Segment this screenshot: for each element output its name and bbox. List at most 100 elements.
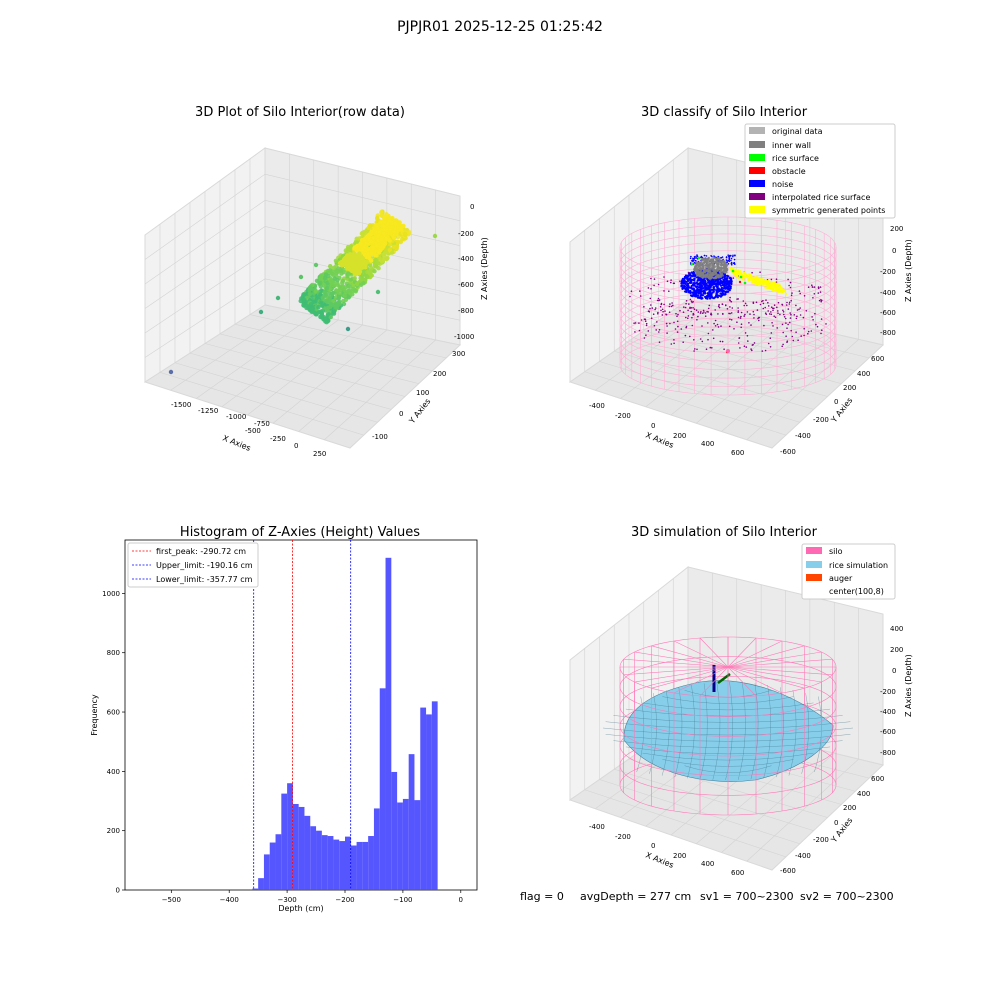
noise-point	[707, 286, 710, 289]
inner-wall-point	[710, 273, 713, 276]
interpolated-point	[773, 315, 775, 318]
interpolated-point	[812, 297, 814, 299]
inner-wall-point	[699, 268, 703, 272]
histogram-bar	[385, 557, 392, 890]
data-point	[381, 257, 386, 262]
inner-wall-point	[704, 266, 708, 269]
histogram-bar	[275, 834, 282, 890]
noise-point	[711, 279, 714, 282]
data-point	[328, 264, 333, 269]
noise-point	[703, 254, 706, 257]
noise-point	[715, 293, 718, 296]
noise-point	[699, 283, 702, 286]
interpolated-point	[751, 271, 753, 274]
noise-point	[729, 255, 731, 258]
interpolated-point	[670, 305, 673, 308]
interpolated-point	[650, 304, 652, 306]
interpolated-point	[691, 324, 694, 327]
interpolated-point	[633, 322, 635, 325]
noise-point	[729, 287, 732, 290]
interpolated-point	[657, 311, 659, 314]
interpolated-point	[740, 326, 742, 329]
data-point	[379, 210, 384, 215]
interpolated-point	[793, 314, 796, 316]
data-point	[376, 233, 381, 239]
interpolated-point	[665, 322, 668, 325]
data-point	[376, 250, 382, 255]
noise-point	[686, 274, 690, 277]
interpolated-point	[682, 341, 684, 344]
histogram-bar	[281, 793, 288, 890]
interpolated-point	[791, 335, 794, 338]
z-tick-labels: 0 -200 -400 -600 -800 -1000	[454, 203, 474, 341]
interpolated-point	[723, 348, 725, 351]
interpolated-point	[660, 309, 662, 312]
data-point	[336, 295, 342, 300]
noise-point	[686, 283, 690, 286]
interpolated-point	[643, 306, 645, 308]
interpolated-point	[672, 282, 675, 285]
inner-wall-point	[700, 263, 703, 266]
inner-wall-point	[708, 265, 711, 269]
symmetric-point	[742, 271, 745, 274]
symmetric-point	[761, 280, 764, 283]
data-point	[318, 275, 323, 281]
noise-point	[715, 284, 718, 288]
y-tick-labels: -600 -400 -200 0 200 400 600	[780, 775, 884, 875]
interpolated-point	[786, 340, 789, 343]
interpolated-point	[772, 309, 774, 312]
interpolated-point	[707, 307, 710, 310]
interpolated-point	[688, 303, 690, 305]
histogram-bar	[391, 771, 398, 890]
interpolated-point	[782, 343, 784, 346]
legend-swatch-silo	[806, 547, 822, 554]
interpolated-point	[770, 332, 773, 334]
interpolated-point	[811, 316, 813, 318]
noise-point	[720, 289, 723, 292]
interpolated-point	[758, 319, 760, 322]
interpolated-point	[737, 298, 739, 300]
noise-point	[709, 290, 712, 293]
y-tick-label: 600	[871, 775, 884, 783]
interpolated-point	[650, 288, 652, 290]
noise-point	[699, 281, 702, 284]
interpolated-point	[669, 322, 671, 325]
silo-spoke	[623, 658, 729, 668]
noise-point	[730, 262, 733, 265]
noise-point	[734, 254, 736, 257]
y-tick-label: -400	[795, 852, 811, 860]
z-tick-label: 0	[892, 667, 896, 675]
noise-point	[714, 279, 718, 282]
interpolated-point	[820, 318, 823, 320]
panel-classify-3d: 3D classify of Silo Interior -400 -200 0…	[568, 105, 913, 457]
symmetric-point	[735, 275, 739, 278]
interpolated-point	[746, 335, 749, 337]
legend-entry: noise	[772, 180, 793, 189]
interpolated-point	[758, 316, 760, 319]
interpolated-point	[663, 276, 665, 278]
interpolated-point	[656, 299, 659, 302]
interpolated-point	[651, 307, 654, 309]
interpolated-point	[700, 311, 702, 313]
y-tick-label: 0	[834, 819, 838, 827]
interpolated-point	[682, 311, 685, 314]
interpolated-point	[676, 331, 679, 333]
noise-point	[718, 288, 722, 291]
symmetric-point	[770, 284, 774, 287]
noise-point	[693, 259, 695, 261]
interpolated-point	[708, 304, 711, 307]
interpolated-point	[756, 309, 759, 311]
histogram-bar	[414, 800, 421, 890]
noise-point	[701, 297, 704, 300]
noise-point	[707, 294, 710, 297]
silo-spoke	[727, 666, 822, 683]
legend-entry: Lower_limit: -357.77 cm	[156, 575, 253, 584]
interpolated-point	[672, 304, 674, 307]
interpolated-point	[786, 301, 788, 304]
x-tick-label: -1000	[226, 413, 246, 421]
legend-entry: Upper_limit: -190.16 cm	[156, 561, 253, 570]
interpolated-point	[687, 317, 689, 320]
inner-wall-point	[707, 257, 710, 260]
interpolated-point	[657, 312, 659, 315]
legend: first_peak: -290.72 cm Upper_limit: -190…	[127, 542, 259, 588]
